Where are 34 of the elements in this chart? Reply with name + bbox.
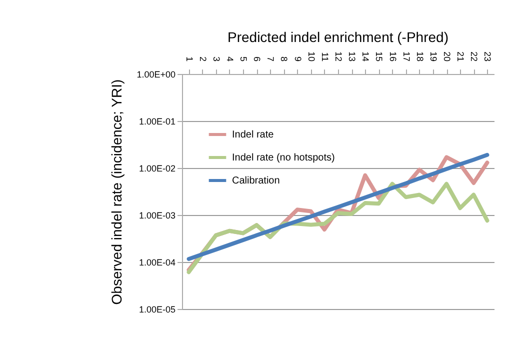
- legend-label: Calibration: [232, 176, 280, 186]
- x-tick-label: 14: [360, 51, 371, 62]
- x-tick-label: 16: [388, 51, 398, 62]
- y-tick-label: 1.00E-02: [138, 164, 176, 174]
- legend-label: Indel rate: [232, 130, 274, 140]
- y-tick-label: 1.00E-01: [138, 116, 176, 126]
- chart-title: Predicted indel enrichment (-Phred): [228, 28, 448, 45]
- x-tick-label: 13: [347, 51, 358, 62]
- y-tick-label: 1.00E+00: [136, 70, 176, 80]
- x-tick-label: 9: [292, 56, 303, 62]
- y-axis-title: Observed indel rate (incidence; YRI): [108, 79, 125, 305]
- y-tick-label: 1.00E-03: [138, 210, 176, 220]
- x-tick-label: 21: [456, 51, 466, 62]
- x-tick-label: 15: [374, 51, 384, 62]
- x-tick-label: 3: [211, 56, 222, 62]
- x-tick-label: 12: [334, 51, 344, 62]
- x-tick-label: 19: [428, 51, 438, 62]
- x-tick-label: 20: [442, 51, 452, 62]
- x-tick-label: 4: [224, 56, 235, 62]
- x-tick-label: 6: [252, 56, 262, 62]
- x-tick-label: 1: [184, 56, 194, 62]
- x-tick-label: 8: [279, 56, 290, 62]
- x-tick-label: 17: [401, 51, 412, 62]
- x-tick-label: 5: [238, 56, 249, 62]
- x-tick-label: 22: [469, 51, 480, 62]
- x-tick-label: 11: [320, 52, 330, 62]
- x-tick-label: 2: [198, 56, 208, 62]
- x-tick-label: 23: [482, 51, 493, 62]
- y-tick-label: 1.00E-04: [138, 258, 176, 268]
- y-tick-label: 1.00E-05: [138, 304, 176, 314]
- legend-label: Indel rate (no hotspots): [232, 152, 335, 164]
- x-tick-label: 10: [306, 51, 316, 62]
- x-tick-label: 7: [266, 56, 276, 62]
- x-tick-label: 18: [414, 51, 425, 62]
